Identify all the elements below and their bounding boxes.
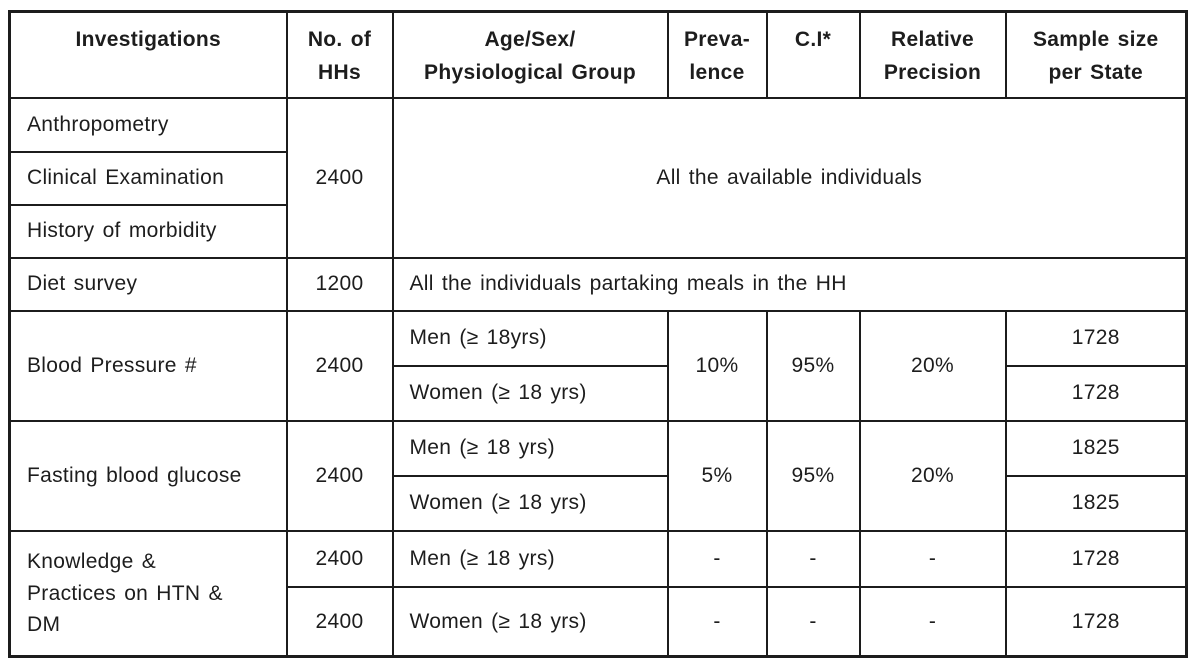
cell-sample-size-fbg-men: 1825 <box>1004 419 1188 477</box>
cell-investigation-history-of-morbidity: History of morbidity <box>8 203 288 259</box>
cell-prevalence-knowledge-men: - <box>666 529 768 588</box>
table-row: Anthropometry 2400 All the available ind… <box>8 96 1188 259</box>
cell-population-block1: All the available individuals <box>391 96 1188 259</box>
cell-relative-precision-knowledge-women: - <box>858 585 1007 658</box>
cell-sample-size-knowledge-men: 1728 <box>1004 529 1188 588</box>
cell-group-knowledge-women: Women (≥ 18 yrs) <box>391 585 669 658</box>
cell-hhs-fasting-blood-glucose: 2400 <box>285 419 394 532</box>
cell-hhs-block1: 2400 <box>285 96 394 259</box>
cell-group-fbg-women: Women (≥ 18 yrs) <box>391 474 669 532</box>
col-header-age-sex-group: Age/Sex/ Physiological Group <box>391 10 669 99</box>
cell-relative-precision-fbg: 20% <box>858 419 1007 532</box>
col-header-ci: C.I* <box>765 10 861 99</box>
cell-sample-size-bp-men: 1728 <box>1004 309 1188 367</box>
cell-ci-bp: 95% <box>765 309 861 422</box>
cell-prevalence-bp: 10% <box>666 309 768 422</box>
table-row: Women (≥ 18 yrs) 1728 <box>10 364 1188 422</box>
table-row: Diet survey 1200 All the individuals par… <box>8 256 1188 312</box>
cell-group-bp-women: Women (≥ 18 yrs) <box>391 364 669 422</box>
cell-prevalence-knowledge-women: - <box>666 585 768 658</box>
cell-investigation-anthropometry: Anthropometry <box>8 96 288 153</box>
table-row: Blood Pressure # 2400 Men (≥ 18yrs) 10% … <box>8 309 1188 422</box>
cell-group-bp-men: Men (≥ 18yrs) <box>391 309 669 367</box>
cell-sample-size-fbg-women: 1825 <box>1004 474 1188 532</box>
table-row: Clinical Examination <box>8 150 1187 206</box>
cell-relative-precision-knowledge-men: - <box>858 529 1007 588</box>
cell-sample-size-bp-women: 1728 <box>1004 364 1188 422</box>
cell-population-diet-survey: All the individuals partaking meals in t… <box>391 256 1188 312</box>
cell-hhs-knowledge-men: 2400 <box>285 529 394 588</box>
table-row: Knowledge & Practices on HTN & DM 2400 M… <box>8 529 1188 658</box>
cell-prevalence-fbg: 5% <box>666 419 768 532</box>
col-header-prevalence: Preva- lence <box>666 10 768 99</box>
cell-relative-precision-bp: 20% <box>858 309 1007 422</box>
table-row: Women (≥ 18 yrs) 1825 <box>10 474 1188 532</box>
cell-investigation-diet-survey: Diet survey <box>8 256 288 312</box>
header-row: Investigations No. of HHs Age/Sex/ Physi… <box>8 10 1188 99</box>
cell-ci-fbg: 95% <box>765 419 861 532</box>
cell-hhs-knowledge-women: 2400 <box>285 585 394 658</box>
table-row: History of morbidity <box>8 203 1187 259</box>
cell-group-knowledge-men: Men (≥ 18 yrs) <box>391 529 669 588</box>
col-header-relative-precision: Relative Precision <box>858 10 1007 99</box>
cell-hhs-blood-pressure: 2400 <box>285 309 394 422</box>
cell-ci-knowledge-women: - <box>765 585 861 658</box>
table-row: 2400 Women (≥ 18 yrs) - - - 1728 <box>10 585 1188 658</box>
cell-investigation-clinical-examination: Clinical Examination <box>8 150 288 206</box>
cell-investigation-fasting-blood-glucose: Fasting blood glucose <box>8 419 288 532</box>
cell-ci-knowledge-men: - <box>765 529 861 588</box>
sampling-design-table: Investigations No. of HHs Age/Sex/ Physi… <box>8 10 1188 658</box>
col-header-no-of-hhs: No. of HHs <box>285 10 394 99</box>
cell-sample-size-knowledge-women: 1728 <box>1004 585 1188 658</box>
col-header-sample-size: Sample size per State <box>1004 10 1188 99</box>
table-row: Fasting blood glucose 2400 Men (≥ 18 yrs… <box>8 419 1188 532</box>
cell-group-fbg-men: Men (≥ 18 yrs) <box>391 419 669 477</box>
col-header-investigations: Investigations <box>8 10 288 99</box>
cell-investigation-knowledge-practices: Knowledge & Practices on HTN & DM <box>8 529 288 658</box>
cell-hhs-diet-survey: 1200 <box>285 256 394 312</box>
cell-investigation-blood-pressure: Blood Pressure # <box>8 309 288 422</box>
